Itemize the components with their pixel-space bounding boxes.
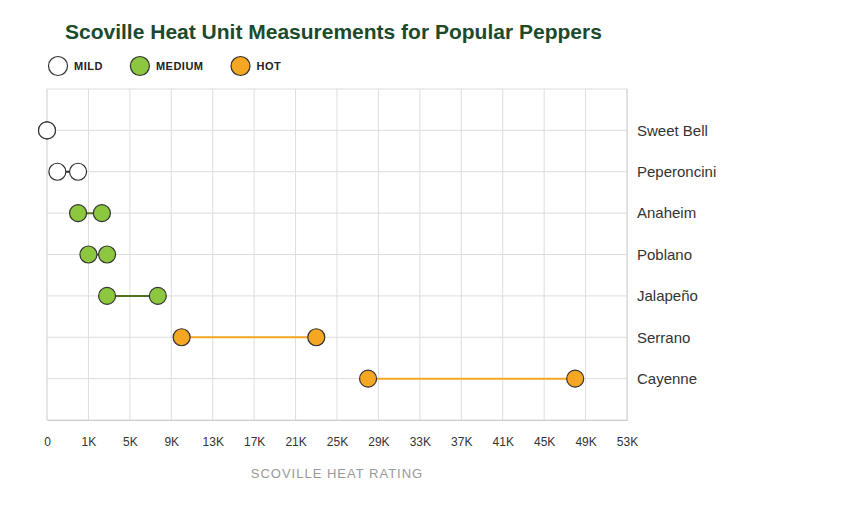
legend-label: MILD [74, 60, 103, 72]
category-label: Poblano [637, 246, 692, 263]
chart: Scoville Heat Unit Measurements for Popu… [0, 0, 850, 515]
point-low [39, 122, 56, 139]
x-tick-label: 45K [534, 435, 555, 449]
point-low [173, 329, 190, 346]
y-tick: Jalapeño [627, 287, 698, 304]
x-tick: 33K [410, 420, 431, 449]
point-low [70, 205, 87, 222]
x-tick-label: 0 [44, 435, 51, 449]
point-high [39, 122, 56, 139]
x-tick: 45K [534, 420, 555, 449]
x-tick: 49K [575, 420, 596, 449]
x-tick-label: 49K [575, 435, 596, 449]
x-tick: 5K [123, 420, 138, 449]
point-high [567, 370, 584, 387]
point-low [49, 163, 66, 180]
x-tick: 37K [451, 420, 472, 449]
x-tick-label: 13K [203, 435, 224, 449]
x-tick-label: 53K [617, 435, 638, 449]
grid-line-y [47, 213, 627, 214]
legend-label: HOT [257, 60, 282, 72]
grid [47, 89, 627, 420]
y-axis: Sweet Bell Peperoncini Anaheim Poblano Jalap… [627, 90, 716, 421]
point-high [308, 329, 325, 346]
x-tick: 25K [327, 420, 348, 449]
legend-marker [130, 57, 149, 76]
marks [39, 122, 584, 387]
x-axis: 0 1K 5K 9K 13K 17K 21K 25K 29K 33K 37K 41K 45K 49K 53K [44, 420, 638, 449]
x-tick: 41K [493, 420, 514, 449]
x-tick-label: 1K [82, 435, 97, 449]
y-tick: Peperoncini [627, 163, 716, 180]
x-tick-label: 25K [327, 435, 348, 449]
point-low [360, 370, 377, 387]
point-low [80, 246, 97, 263]
x-tick-label: 9K [164, 435, 179, 449]
grid-line-y [47, 130, 627, 131]
x-tick: 1K [82, 420, 97, 449]
point-low [99, 287, 116, 304]
x-axis-title: SCOVILLE HEAT RATING [251, 466, 423, 481]
plot-frame [47, 89, 627, 420]
legend-label: MEDIUM [156, 60, 204, 72]
category-label: Sweet Bell [637, 122, 708, 139]
range-line [368, 378, 575, 380]
y-tick: Serrano [627, 329, 690, 346]
x-tick-label: 37K [451, 435, 472, 449]
category-label: Serrano [637, 329, 690, 346]
x-tick: 13K [203, 420, 224, 449]
x-tick: 9K [164, 420, 179, 449]
point-high [149, 287, 166, 304]
legend-marker [49, 57, 68, 76]
x-tick: 0 [44, 420, 51, 449]
y-tick: Cayenne [627, 370, 697, 387]
x-tick-label: 5K [123, 435, 138, 449]
y-tick: Anaheim [627, 204, 696, 221]
grid-line-y [47, 295, 627, 296]
category-label: Jalapeño [637, 287, 698, 304]
point-high [70, 163, 87, 180]
category-label: Cayenne [637, 370, 697, 387]
grid-line-y [47, 378, 627, 379]
y-tick: Sweet Bell [627, 122, 708, 139]
x-tick-label: 29K [368, 435, 389, 449]
legend: MILD MEDIUM HOT [49, 57, 282, 76]
y-axis-line [627, 90, 628, 421]
grid-line-y [47, 337, 627, 338]
x-tick-label: 17K [244, 435, 265, 449]
x-tick-label: 41K [493, 435, 514, 449]
x-tick-label: 21K [285, 435, 306, 449]
x-tick-label: 33K [410, 435, 431, 449]
range-line [182, 336, 317, 338]
grid-line-y [47, 171, 627, 172]
x-tick: 53K [617, 420, 638, 449]
x-axis-line [48, 420, 628, 421]
title: Scoville Heat Unit Measurements for Popu… [65, 20, 602, 43]
category-label: Anaheim [637, 204, 696, 221]
category-label: Peperoncini [637, 163, 716, 180]
x-tick: 21K [285, 420, 306, 449]
point-high [93, 205, 110, 222]
point-high [99, 246, 116, 263]
y-tick: Poblano [627, 246, 692, 263]
legend-marker [231, 57, 250, 76]
grid-line-y [47, 254, 627, 255]
x-tick: 29K [368, 420, 389, 449]
x-tick: 17K [244, 420, 265, 449]
